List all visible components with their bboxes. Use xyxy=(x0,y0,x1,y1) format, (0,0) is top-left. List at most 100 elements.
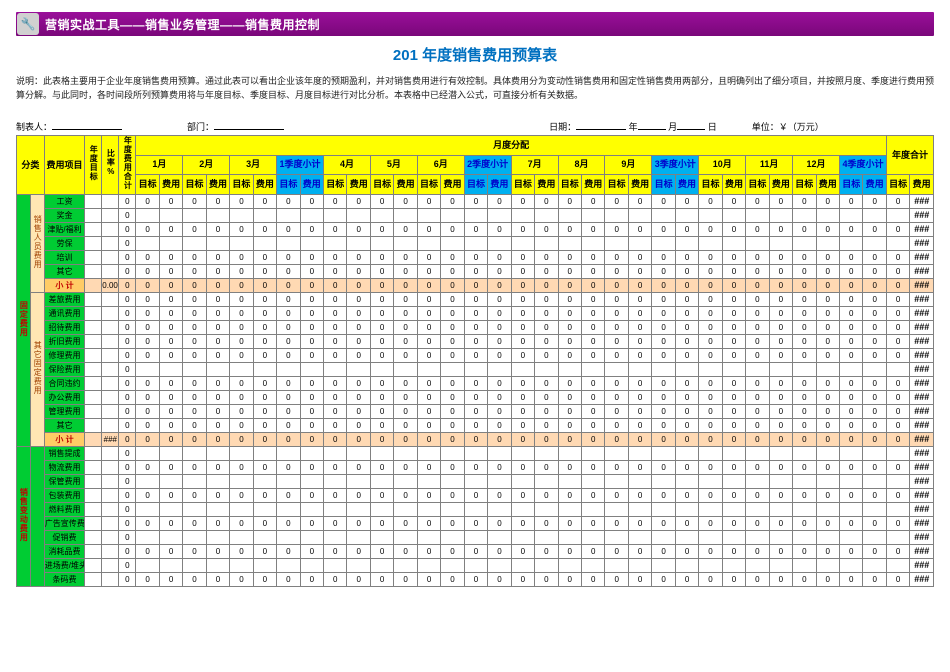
cell-year-total: ### xyxy=(910,391,934,405)
item-cell: 燃料费用 xyxy=(44,503,85,517)
cell xyxy=(136,475,159,489)
cell: 0 xyxy=(699,321,722,335)
cell xyxy=(324,447,347,461)
cell xyxy=(816,503,839,517)
cell: 0 xyxy=(347,195,370,209)
cell xyxy=(675,237,698,251)
cell: 0 xyxy=(370,377,393,391)
cell: 0 xyxy=(347,545,370,559)
cell-year-total: 0 xyxy=(886,293,909,307)
cell: 0 xyxy=(722,223,745,237)
cell: 0 xyxy=(628,251,651,265)
cell: 0 xyxy=(253,433,276,447)
cell xyxy=(628,237,651,251)
cell: 0 xyxy=(839,335,862,349)
cell-year-total: ### xyxy=(910,433,934,447)
cell xyxy=(699,237,722,251)
cell: 0 xyxy=(535,335,558,349)
cell xyxy=(183,447,206,461)
cell: 0 xyxy=(675,391,698,405)
item-cell: 工资 xyxy=(44,195,85,209)
cell xyxy=(628,209,651,223)
cell: 0 xyxy=(722,377,745,391)
cell xyxy=(628,531,651,545)
cell: 0 xyxy=(816,321,839,335)
cell xyxy=(85,265,102,279)
cell: 0 xyxy=(253,279,276,293)
cell xyxy=(793,209,816,223)
cell: 0 xyxy=(769,279,792,293)
cell: 0 xyxy=(277,517,300,531)
cell: 0 xyxy=(722,251,745,265)
cell: 0 xyxy=(136,251,159,265)
cell xyxy=(102,405,119,419)
cell xyxy=(582,475,605,489)
cell: 0 xyxy=(793,223,816,237)
cell xyxy=(605,503,628,517)
cell: 0 xyxy=(464,251,487,265)
cell: 0 xyxy=(722,293,745,307)
cell xyxy=(746,559,769,573)
cell: 0 xyxy=(652,433,675,447)
cell: 0 xyxy=(628,293,651,307)
col-sub-goal: 目标 xyxy=(136,175,159,195)
cell xyxy=(85,293,102,307)
cell: 0 xyxy=(136,517,159,531)
cell xyxy=(85,335,102,349)
cell-year-total: ### xyxy=(910,461,934,475)
cell: 0 xyxy=(605,377,628,391)
cell xyxy=(769,503,792,517)
col-month: 2月 xyxy=(183,155,230,175)
cell: 0 xyxy=(159,545,182,559)
cell xyxy=(206,237,229,251)
cell xyxy=(793,559,816,573)
col-sub-cost: 费用 xyxy=(722,175,745,195)
cell: 0 xyxy=(511,573,534,587)
subtotal-row: 小 计###0000000000000000000000000000000000… xyxy=(17,433,934,447)
col-sub-goal: 目标 xyxy=(886,175,909,195)
cell: 0 xyxy=(324,489,347,503)
cell-year-total: 0 xyxy=(886,321,909,335)
cell: 0 xyxy=(582,433,605,447)
cell: 0 xyxy=(347,279,370,293)
cell xyxy=(605,475,628,489)
cell: 0 xyxy=(230,223,253,237)
cell: 0 xyxy=(206,377,229,391)
cell: 0 xyxy=(816,307,839,321)
cell: 0 xyxy=(535,307,558,321)
item-cell: 折旧费用 xyxy=(44,335,85,349)
cell-year-total: 0 xyxy=(886,377,909,391)
col-sub-goal: 目标 xyxy=(839,175,862,195)
cell xyxy=(230,447,253,461)
cell: 0 xyxy=(277,461,300,475)
cell: 0 xyxy=(441,391,464,405)
cell: 0 xyxy=(699,279,722,293)
col-sub-goal: 目标 xyxy=(370,175,393,195)
cell: 0 xyxy=(119,377,136,391)
cell: 0 xyxy=(370,195,393,209)
cell xyxy=(253,237,276,251)
cell: 0 xyxy=(119,419,136,433)
cell: 0 xyxy=(535,349,558,363)
table-row: 奖金0### xyxy=(17,209,934,223)
cell: 0 xyxy=(839,419,862,433)
cell: 0 xyxy=(816,195,839,209)
cell xyxy=(558,209,581,223)
cell: 0 xyxy=(511,405,534,419)
cell: 0 xyxy=(628,223,651,237)
cell xyxy=(511,237,534,251)
cell xyxy=(300,531,323,545)
cell: 0 xyxy=(119,475,136,489)
cell-year-total: ### xyxy=(910,209,934,223)
banner-text: 营销实战工具——销售业务管理——销售费用控制 xyxy=(45,16,320,33)
cell: 0 xyxy=(159,265,182,279)
cell: 0 xyxy=(324,517,347,531)
cell xyxy=(628,363,651,377)
cell xyxy=(85,475,102,489)
cell: 0 xyxy=(206,195,229,209)
cell xyxy=(863,503,886,517)
cell xyxy=(839,363,862,377)
item-cell: 物流费用 xyxy=(44,461,85,475)
cell: 0 xyxy=(206,433,229,447)
cell xyxy=(136,531,159,545)
